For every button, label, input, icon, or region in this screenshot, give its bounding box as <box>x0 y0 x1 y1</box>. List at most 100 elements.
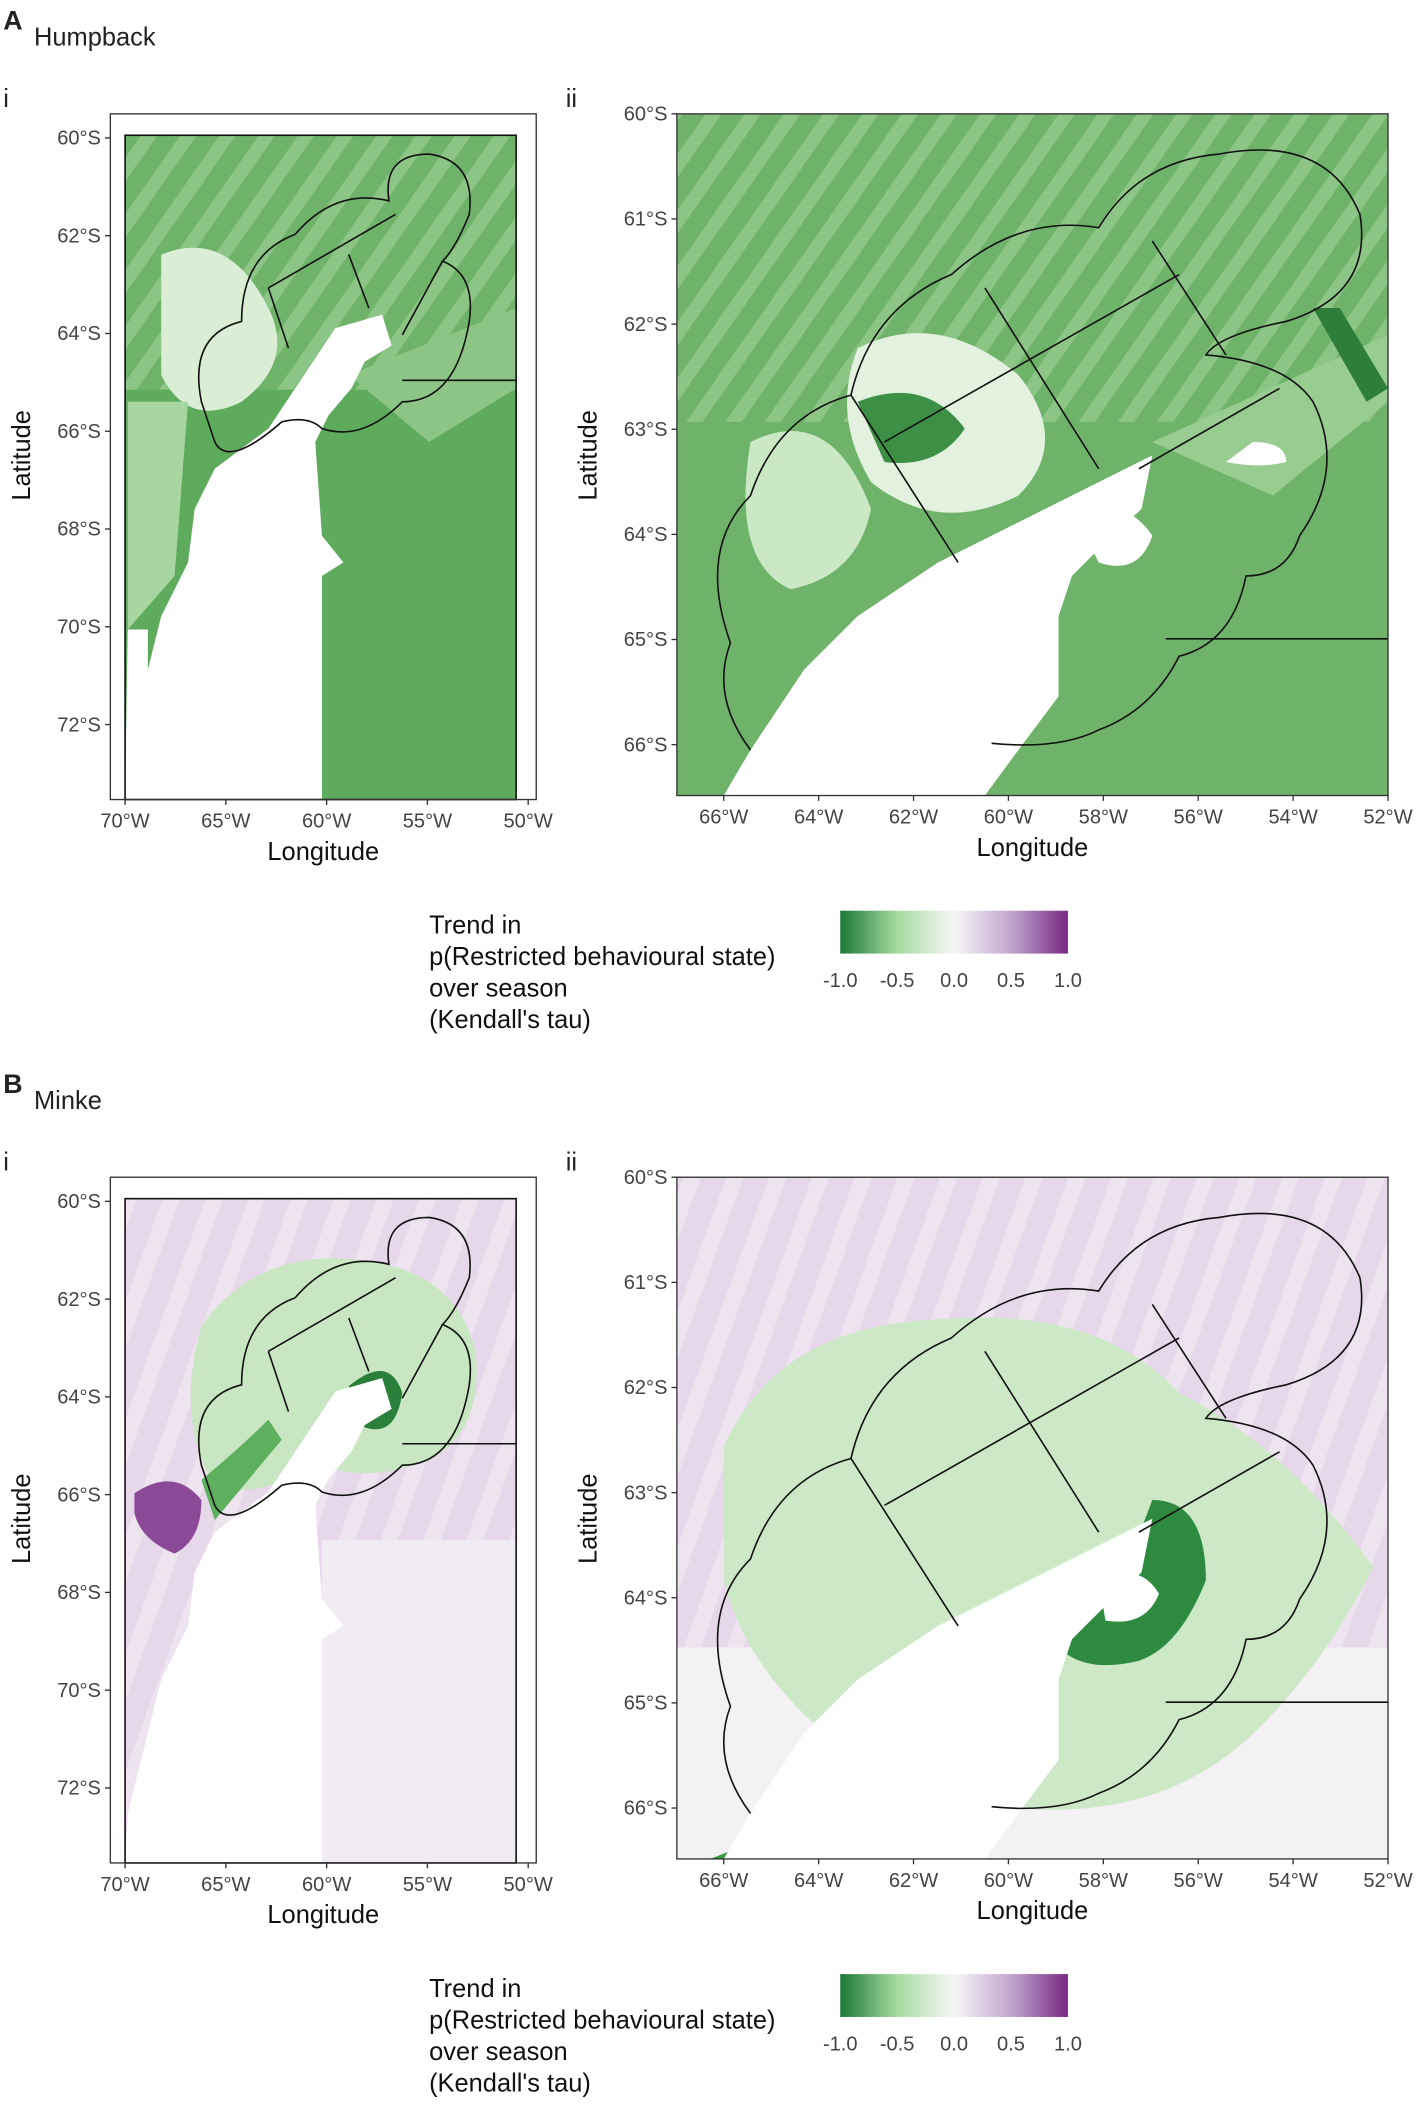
y-tick-label: 64°S <box>624 524 668 546</box>
y-tick-label: 70°S <box>57 1680 101 1702</box>
y-tick-label: 66°S <box>624 734 668 756</box>
y-tick-label: 63°S <box>624 1482 668 1504</box>
y-axis-title: Latitude <box>575 1473 603 1564</box>
x-tick-label: 55°W <box>403 1874 452 1896</box>
x-tick-label: 60°W <box>302 1874 351 1896</box>
y-axis-title: Latitude <box>8 1473 36 1564</box>
map-boundaries <box>716 149 1389 751</box>
x-axis-title: Longitude <box>977 1897 1089 1925</box>
legend-title: over season <box>429 2038 568 2066</box>
map-frame <box>676 113 1389 797</box>
legend-title: over season <box>429 974 568 1002</box>
y-tick-label: 60°S <box>624 1167 668 1189</box>
y-tick-label: 60°S <box>57 1191 101 1213</box>
y-axis-title: Latitude <box>8 410 36 501</box>
x-tick-label: 55°W <box>403 811 452 833</box>
x-tick-label: 58°W <box>1079 1870 1128 1892</box>
x-tick-label: 52°W <box>1363 807 1412 829</box>
legend-title: Trend in <box>429 1975 521 2003</box>
map-label: ii <box>566 1149 577 1177</box>
legend-tick-label: 0.0 <box>940 2033 968 2055</box>
species-name: Minke <box>34 1087 102 1115</box>
y-tick-label: 70°S <box>57 616 101 638</box>
legend-title: (Kendall's tau) <box>429 2069 591 2097</box>
panel-letter: A <box>3 5 22 35</box>
legend-tick-label: -1.0 <box>823 970 858 992</box>
map-raster <box>676 113 1389 796</box>
x-tick-label: 66°W <box>699 807 748 829</box>
legend-tick-label: 1.0 <box>1054 970 1082 992</box>
map-frame <box>676 1176 1389 1860</box>
y-tick-label: 61°S <box>624 209 668 231</box>
y-tick-label: 66°S <box>624 1798 668 1820</box>
x-tick-label: 64°W <box>794 807 843 829</box>
map-boundaries <box>716 1212 1389 1814</box>
y-tick-label: 68°S <box>57 1582 101 1604</box>
x-tick-label: 60°W <box>984 807 1033 829</box>
legend-title: p(Restricted behavioural state) <box>429 943 775 971</box>
y-axis-title: Latitude <box>575 410 603 501</box>
map-label: ii <box>566 85 577 113</box>
y-tick-label: 65°S <box>624 1693 668 1715</box>
map-label: i <box>3 85 9 113</box>
legend-tick-label: 0.0 <box>940 970 968 992</box>
y-tick-label: 66°S <box>57 1484 101 1506</box>
y-tick-label: 66°S <box>57 421 101 443</box>
y-tick-label: 64°S <box>57 1387 101 1409</box>
y-tick-label: 62°S <box>57 225 101 247</box>
map-label: i <box>3 1149 9 1177</box>
y-tick-label: 68°S <box>57 519 101 541</box>
legend-title: (Kendall's tau) <box>429 1006 591 1034</box>
panel-letter: B <box>3 1069 22 1099</box>
y-tick-label: 62°S <box>624 314 668 336</box>
colorbar <box>840 910 1068 954</box>
map-raster <box>125 1198 517 1863</box>
x-tick-label: 50°W <box>504 811 553 833</box>
legend-tick-label: 1.0 <box>1054 2033 1082 2055</box>
y-tick-label: 63°S <box>624 419 668 441</box>
x-tick-label: 50°W <box>504 1874 553 1896</box>
y-tick-label: 64°S <box>624 1587 668 1609</box>
map-raster <box>676 1177 1389 1859</box>
x-axis-title: Longitude <box>267 1901 379 1929</box>
legend-tick-label: -0.5 <box>880 970 915 992</box>
y-tick-label: 60°S <box>624 104 668 126</box>
y-tick-label: 65°S <box>624 629 668 651</box>
legend-title: p(Restricted behavioural state) <box>429 2006 775 2034</box>
y-tick-label: 62°S <box>624 1377 668 1399</box>
species-name: Humpback <box>34 24 156 52</box>
x-tick-label: 66°W <box>699 1870 748 1892</box>
x-tick-label: 54°W <box>1268 807 1317 829</box>
x-tick-label: 56°W <box>1174 1870 1223 1892</box>
legend-title: Trend in <box>429 911 521 939</box>
x-tick-label: 70°W <box>100 1874 149 1896</box>
legend-tick-label: 0.5 <box>997 2033 1025 2055</box>
x-tick-label: 52°W <box>1363 1870 1412 1892</box>
x-tick-label: 70°W <box>100 811 149 833</box>
x-tick-label: 62°W <box>889 807 938 829</box>
x-tick-label: 64°W <box>794 1870 843 1892</box>
y-tick-label: 72°S <box>57 1778 101 1800</box>
y-tick-label: 62°S <box>57 1289 101 1311</box>
x-tick-label: 62°W <box>889 1870 938 1892</box>
legend-tick-label: 0.5 <box>997 970 1025 992</box>
legend-tick-label: -0.5 <box>880 2033 915 2055</box>
labels: A Humpback i 60°S 62°S 64°S 66°S 68°S 70°S 72°S 70… <box>3 5 1413 2097</box>
x-tick-label: 65°W <box>201 811 250 833</box>
x-tick-label: 54°W <box>1268 1870 1317 1892</box>
map-frame <box>109 1176 537 1864</box>
x-tick-label: 60°W <box>302 811 351 833</box>
legend-tick-label: -1.0 <box>823 2033 858 2055</box>
y-tick-label: 60°S <box>57 128 101 150</box>
x-tick-label: 56°W <box>1174 807 1223 829</box>
y-tick-label: 61°S <box>624 1272 668 1294</box>
x-tick-label: 65°W <box>201 1874 250 1896</box>
x-tick-label: 60°W <box>984 1870 1033 1892</box>
y-tick-label: 72°S <box>57 714 101 736</box>
y-tick-label: 64°S <box>57 323 101 345</box>
colorbar <box>840 1974 1068 2017</box>
x-axis-title: Longitude <box>267 838 379 866</box>
map-raster <box>125 135 517 800</box>
map-frame <box>109 113 537 801</box>
